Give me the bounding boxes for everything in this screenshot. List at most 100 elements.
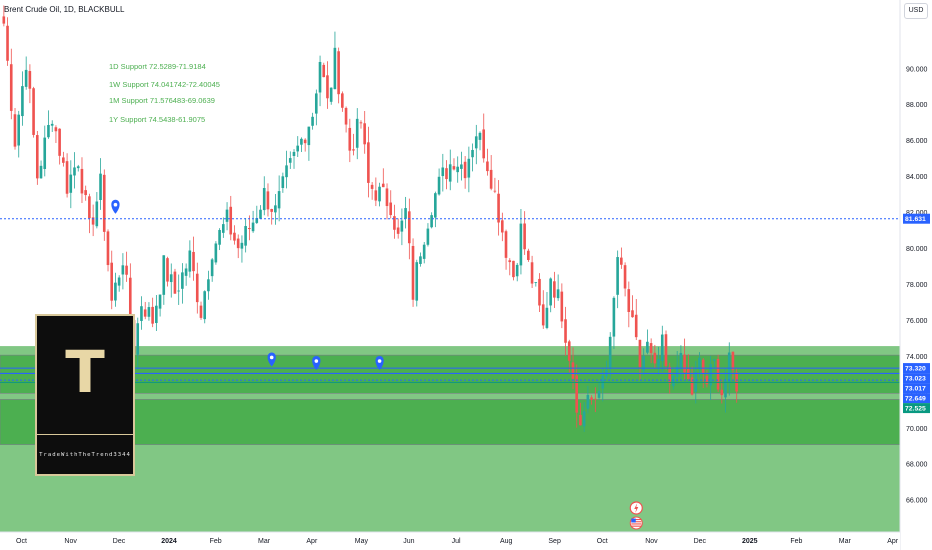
candle	[534, 282, 538, 287]
y-tick-label: 78.000	[906, 282, 928, 289]
candle-body	[151, 306, 154, 324]
candle-body	[489, 169, 493, 189]
candle	[657, 346, 660, 375]
candle-body	[705, 375, 709, 385]
candle	[255, 205, 259, 225]
candle-body	[504, 231, 508, 258]
x-tick-label: Apr	[306, 538, 318, 545]
candle	[288, 151, 292, 169]
candle-body	[720, 389, 724, 396]
candle	[6, 17, 9, 66]
candle-body	[35, 135, 39, 179]
x-tick-label: Oct	[16, 538, 27, 545]
candle	[326, 61, 329, 109]
candle	[378, 182, 381, 207]
candle	[162, 255, 166, 305]
candle-body	[140, 306, 143, 321]
currency-button[interactable]: USD	[904, 3, 928, 19]
price-tag-73.017: 73.017	[903, 383, 930, 394]
candle-body	[590, 397, 593, 400]
candle	[664, 330, 668, 370]
candle-body	[99, 173, 102, 201]
flag-stripe	[631, 519, 642, 521]
candle	[277, 175, 281, 222]
candle	[486, 148, 489, 176]
candle	[270, 208, 273, 225]
candle-body	[181, 272, 184, 289]
candle-body	[2, 16, 6, 24]
candle	[389, 190, 392, 219]
candle-body	[567, 341, 571, 361]
y-tick-label: 80.000	[906, 246, 928, 253]
logo-divider	[37, 434, 133, 435]
flag-stripe	[631, 521, 642, 523]
candle-body	[623, 265, 627, 289]
candle	[344, 106, 348, 133]
candle-body	[214, 243, 218, 263]
candle-body	[404, 208, 407, 219]
candle-body	[523, 223, 526, 250]
pin-marker-icon	[375, 356, 384, 371]
candle	[136, 317, 140, 371]
candle-body	[143, 309, 147, 317]
candle-body	[136, 323, 140, 355]
logo-brand-text: TradeWithTheTrend3344	[39, 452, 131, 458]
candle-body	[463, 161, 467, 179]
candles	[2, 5, 738, 432]
candle	[493, 177, 497, 194]
candle	[396, 218, 400, 239]
candle-body	[58, 128, 61, 156]
candle	[259, 205, 262, 219]
candle-body	[493, 190, 497, 192]
candle-body	[668, 366, 671, 384]
candle	[69, 160, 73, 209]
candle-body	[579, 414, 582, 426]
candle-body	[497, 193, 500, 223]
candle	[415, 259, 419, 307]
candle-body	[221, 224, 225, 233]
candle	[13, 107, 17, 150]
candle	[296, 136, 299, 157]
candle	[76, 164, 80, 172]
pin-shape	[312, 356, 321, 371]
x-tick-label: Feb	[790, 538, 802, 545]
candle	[203, 290, 206, 324]
candle-body	[381, 183, 385, 188]
candle-body	[155, 305, 158, 324]
candle-body	[616, 257, 619, 295]
pin-dot	[269, 355, 274, 360]
y-tick-label: 82.000	[906, 210, 928, 217]
candle-body	[333, 47, 337, 90]
candle	[314, 89, 318, 126]
candle	[274, 194, 277, 225]
candle	[642, 348, 645, 376]
candle	[437, 168, 441, 196]
symbol-title[interactable]: Brent Crude Oil, 1D, BLACKBULL	[4, 5, 125, 14]
candle	[512, 260, 515, 281]
candle	[508, 258, 512, 276]
candle-body	[69, 174, 73, 193]
candle-body	[508, 260, 512, 263]
candle-body	[337, 51, 340, 95]
y-tick-label: 70.000	[906, 426, 928, 433]
candle	[422, 241, 426, 264]
candle	[192, 236, 195, 281]
candle	[586, 385, 590, 414]
x-tick-label: 2025	[742, 538, 758, 545]
candle	[285, 150, 288, 189]
candle	[140, 296, 143, 330]
x-tick-label: Oct	[597, 538, 608, 545]
candle	[370, 182, 374, 200]
candle	[337, 47, 340, 104]
candle-body	[244, 226, 247, 246]
pin-shape	[111, 199, 120, 214]
candle-body	[541, 304, 545, 326]
candle-body	[553, 281, 556, 298]
candle	[2, 5, 6, 27]
candle	[47, 110, 50, 139]
candle-body	[642, 355, 645, 371]
time-axis: Oct Nov Dec 2024 Feb Mar Apr May Jun Jul Aug Sep Oct…	[0, 531, 900, 550]
y-tick-label: 76.000	[906, 318, 928, 325]
